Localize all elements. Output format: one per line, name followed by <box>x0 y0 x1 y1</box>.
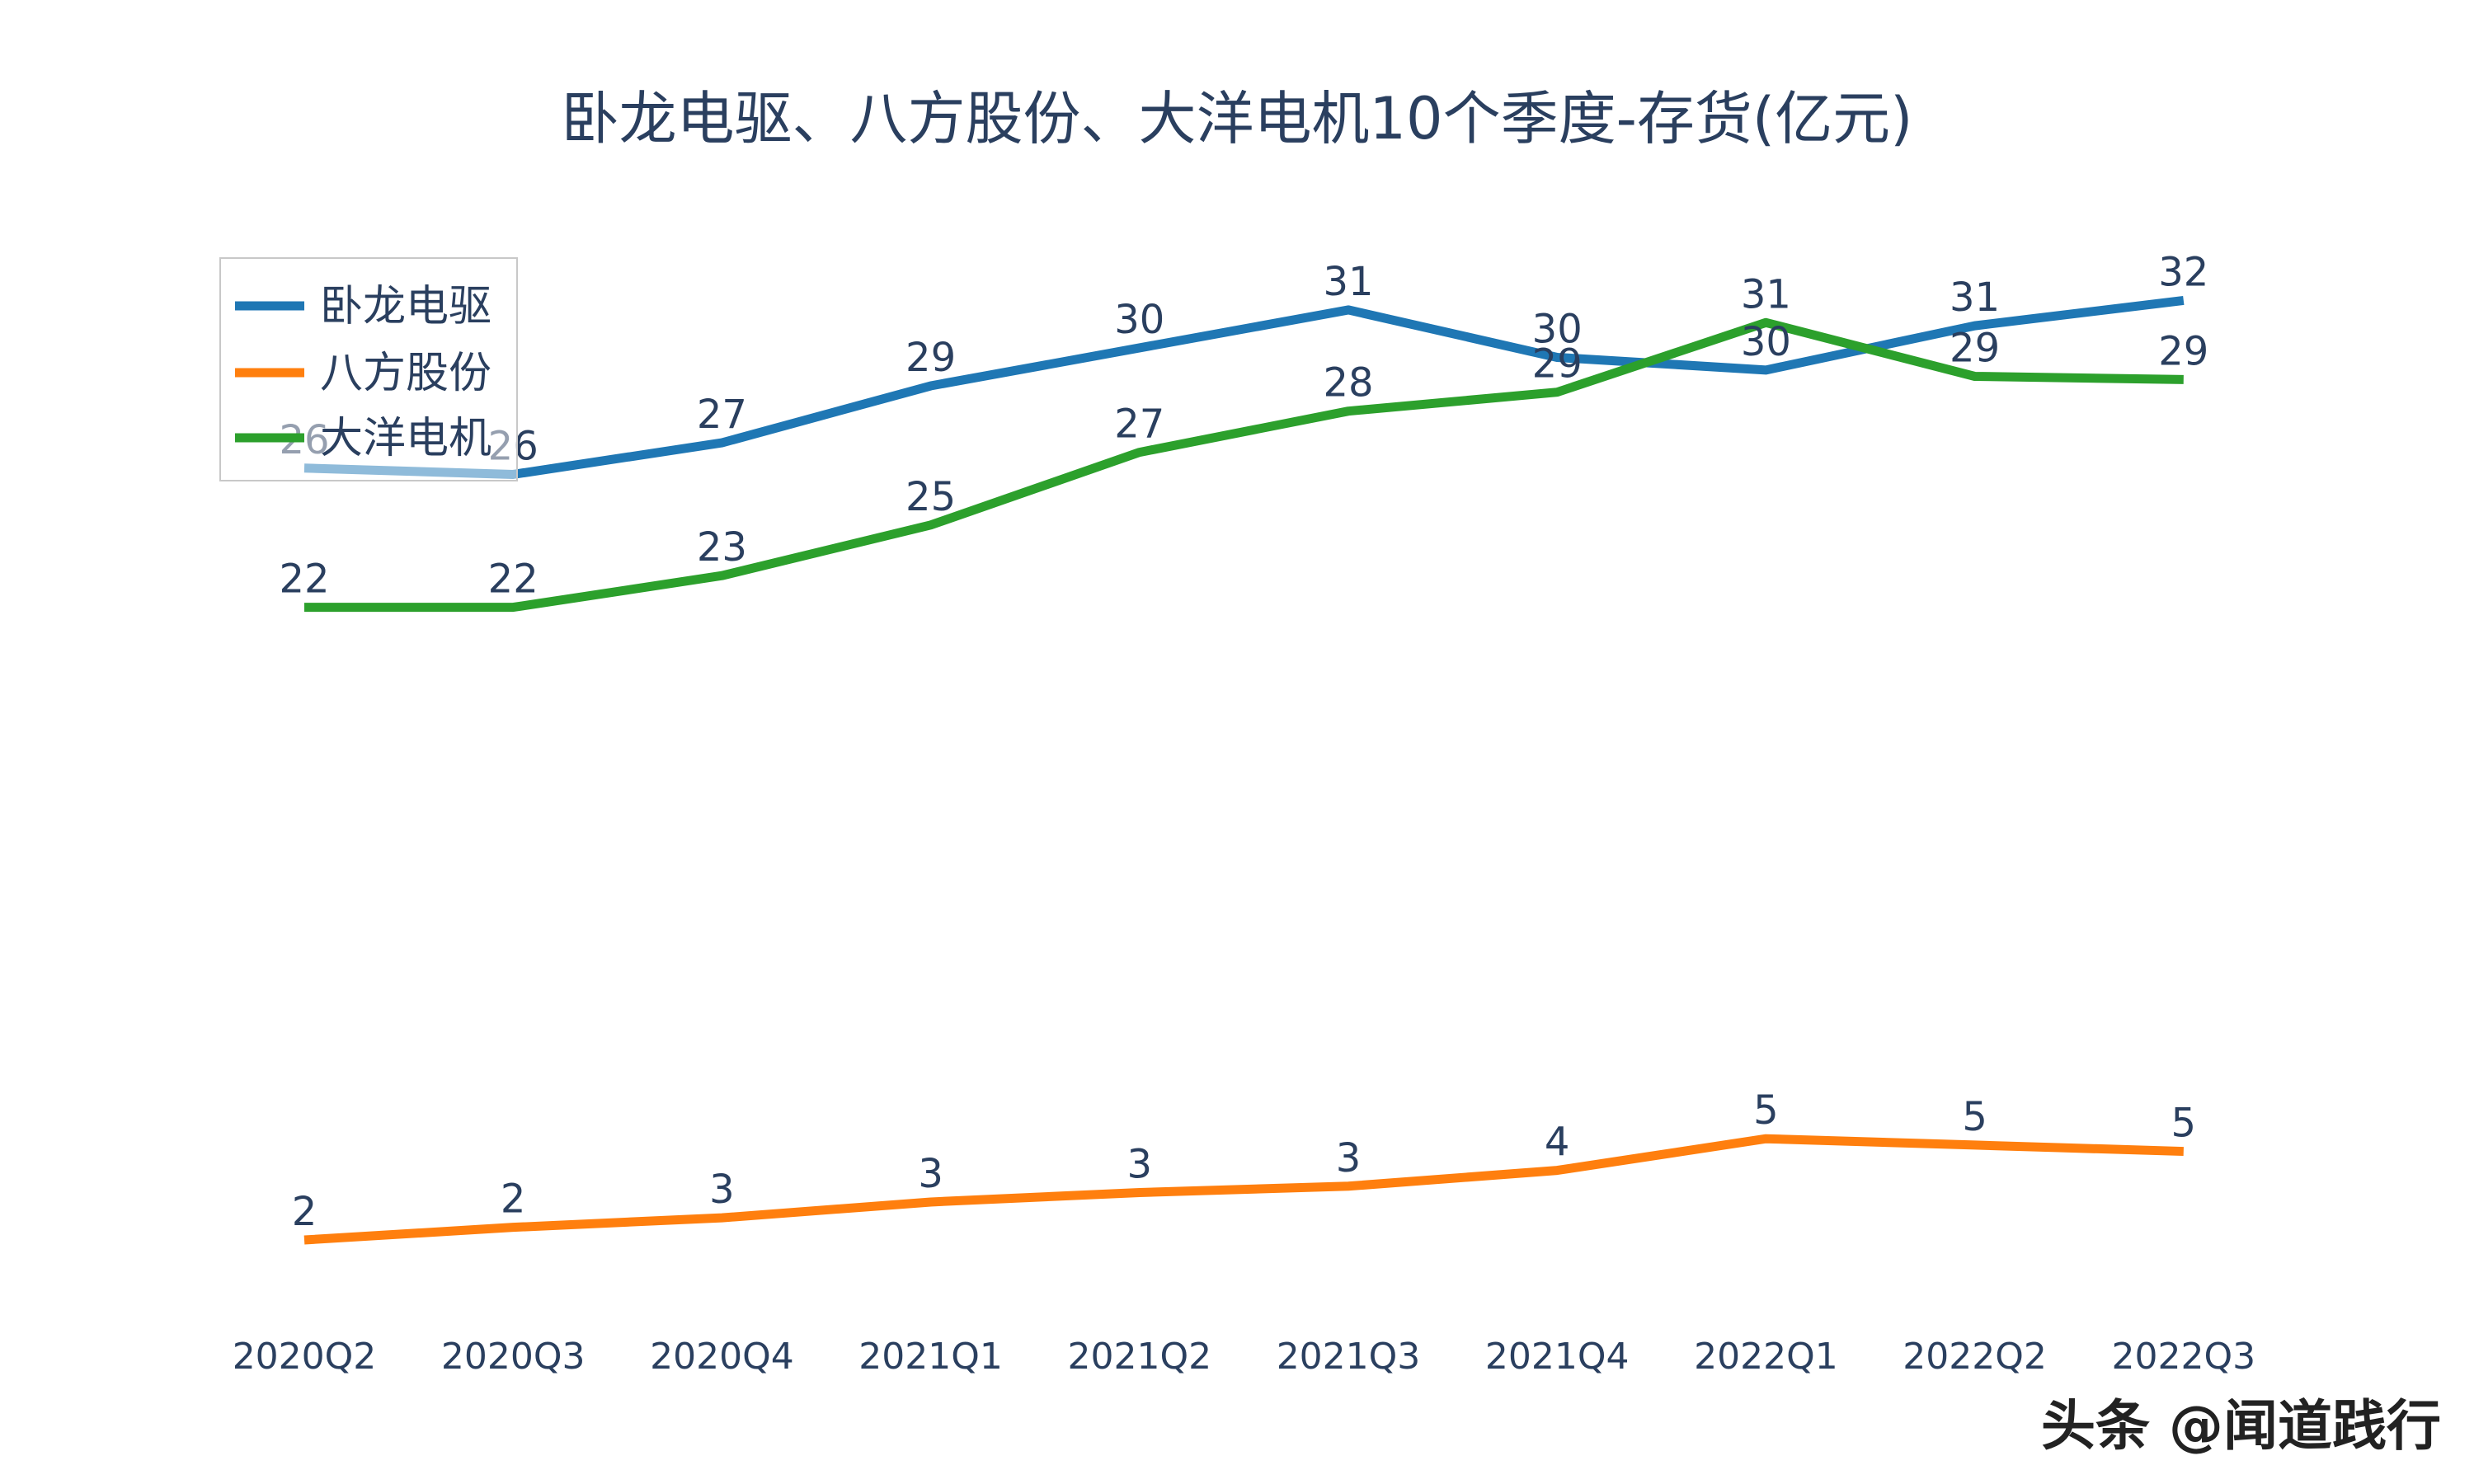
data-label: 29 <box>1532 341 1583 387</box>
data-label: 5 <box>2171 1101 2197 1147</box>
data-label: 3 <box>1336 1135 1362 1181</box>
data-label: 23 <box>697 524 747 571</box>
data-label: 30 <box>1114 297 1164 343</box>
x-tick-label: 2020Q4 <box>650 1336 794 1378</box>
series-line-2 <box>304 317 2184 613</box>
data-label: 2 <box>292 1189 317 1235</box>
data-label: 3 <box>1127 1141 1153 1187</box>
data-label: 32 <box>2158 249 2208 295</box>
data-labels: 2626272930313030313222333345552222232527… <box>279 249 2208 1235</box>
data-label: 31 <box>1323 259 1373 305</box>
series-line-0 <box>303 295 2185 479</box>
x-tick-label: 2022Q3 <box>2111 1336 2255 1378</box>
legend-label-0[interactable]: 卧龙电驱 <box>320 282 492 331</box>
data-label: 29 <box>905 335 956 381</box>
x-tick-label: 2021Q4 <box>1485 1336 1630 1378</box>
legend-label-1[interactable]: 八方股份 <box>320 349 492 398</box>
data-label: 5 <box>1962 1094 1987 1140</box>
series-line-1 <box>303 1134 2184 1245</box>
watermark: 头条 @闻道践行 <box>2041 1394 2441 1458</box>
data-label: 22 <box>488 556 539 603</box>
data-label: 31 <box>1950 275 2000 321</box>
data-label: 30 <box>1741 319 1791 365</box>
x-axis-ticks: 2020Q2 2020Q3 2020Q4 2021Q1 2021Q2 2021Q3 2021… <box>233 1336 2255 1378</box>
x-tick-label: 2022Q2 <box>1903 1336 2047 1378</box>
data-label: 28 <box>1323 360 1373 406</box>
data-label: 27 <box>1114 402 1164 448</box>
x-tick-label: 2021Q3 <box>1277 1336 1421 1378</box>
data-label: 27 <box>697 392 747 438</box>
data-label: 3 <box>918 1151 943 1197</box>
data-label: 2 <box>501 1176 526 1223</box>
data-label: 5 <box>1753 1087 1779 1134</box>
data-label: 22 <box>279 556 329 603</box>
data-label: 25 <box>905 474 956 520</box>
x-tick-label: 2022Q1 <box>1694 1336 1838 1378</box>
data-label: 29 <box>2158 328 2208 374</box>
chart-title: 卧龙电驱、八方股份、大洋电机10个季度-存货(亿元) <box>561 85 1913 153</box>
legend-label-2[interactable]: 大洋电机 <box>320 414 492 463</box>
x-tick-label: 2020Q3 <box>441 1336 586 1378</box>
data-label: 4 <box>1545 1120 1570 1166</box>
data-label: 29 <box>1950 325 2000 371</box>
data-label: 30 <box>1532 306 1583 352</box>
data-label: 3 <box>709 1167 735 1213</box>
series-lines <box>303 295 2185 1245</box>
data-label: 31 <box>1741 271 1791 317</box>
x-tick-label: 2020Q2 <box>233 1336 377 1378</box>
x-tick-label: 2021Q1 <box>858 1336 1003 1378</box>
x-tick-label: 2021Q2 <box>1067 1336 1211 1378</box>
